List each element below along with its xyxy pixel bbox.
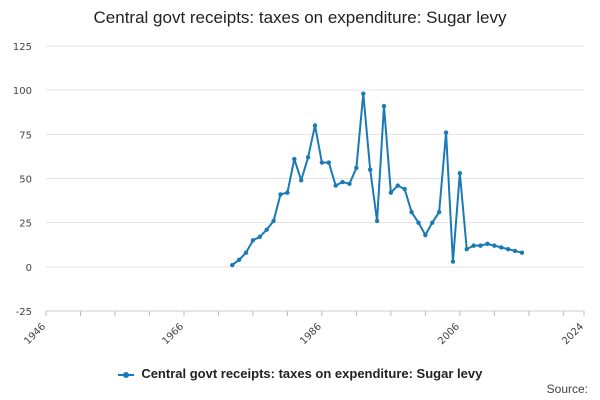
data-point	[285, 190, 290, 195]
y-tick-label: 25	[19, 219, 32, 230]
data-point	[347, 181, 352, 186]
chart-title: Central govt receipts: taxes on expendit…	[93, 8, 507, 27]
x-tick-label: 2006	[436, 321, 462, 347]
y-tick-label: 0	[26, 263, 32, 274]
legend-label: Central govt receipts: taxes on expendit…	[141, 366, 483, 381]
y-tick-label: 50	[19, 175, 32, 186]
data-point	[257, 234, 263, 239]
data-point	[485, 241, 490, 247]
y-tick-label: -25	[16, 307, 32, 318]
legend[interactable]: Central govt receipts: taxes on expendit…	[0, 366, 600, 381]
data-point	[464, 246, 469, 252]
data-point	[492, 243, 497, 248]
data-point	[305, 155, 311, 160]
data-point	[471, 243, 476, 248]
data-point	[264, 227, 269, 232]
data-point	[326, 160, 331, 165]
x-axis: 1946 1966 1986 2006 2024	[22, 310, 586, 347]
data-point	[395, 183, 400, 188]
data-point	[430, 220, 435, 225]
data-point	[409, 209, 414, 215]
data-point	[450, 259, 456, 264]
y-tick-label: 100	[13, 86, 32, 97]
data-point	[436, 209, 442, 215]
source-label: Source:	[546, 382, 588, 396]
data-point	[499, 245, 504, 250]
data-point	[361, 91, 366, 96]
data-point	[236, 257, 242, 262]
data-point	[423, 232, 428, 238]
data-point	[354, 165, 359, 171]
data-point	[388, 190, 394, 195]
data-point	[505, 246, 511, 252]
y-axis-ticks: 125 100 75 50 25 0 -25	[13, 42, 32, 318]
data-point	[340, 179, 345, 185]
data-point	[250, 238, 256, 243]
data-point	[312, 123, 318, 128]
data-point	[333, 183, 338, 188]
data-point	[381, 103, 387, 109]
data-point	[278, 192, 283, 197]
data-point	[299, 178, 304, 183]
data-point	[230, 262, 235, 268]
data-point	[374, 218, 380, 224]
data-point	[292, 156, 297, 162]
data-point	[443, 130, 449, 135]
y-tick-label: 75	[19, 130, 32, 141]
data-point	[457, 171, 463, 176]
data-point	[519, 250, 525, 255]
x-tick-label: 1986	[298, 321, 324, 347]
data-point	[512, 248, 518, 254]
x-tick-label: 2024	[560, 321, 586, 347]
data-point	[416, 220, 421, 225]
series-layer	[230, 91, 525, 268]
grid-lines	[46, 45, 584, 312]
data-point	[319, 160, 325, 165]
data-point	[271, 218, 276, 224]
data-point	[367, 167, 373, 172]
data-point	[243, 250, 249, 255]
series-line	[231, 92, 523, 266]
legend-swatch-icon	[117, 371, 134, 378]
x-tick-label: 1966	[160, 321, 186, 347]
data-point	[402, 186, 407, 192]
x-tick-label: 1946	[22, 321, 48, 347]
y-tick-label: 125	[13, 42, 32, 53]
data-point	[478, 243, 483, 248]
